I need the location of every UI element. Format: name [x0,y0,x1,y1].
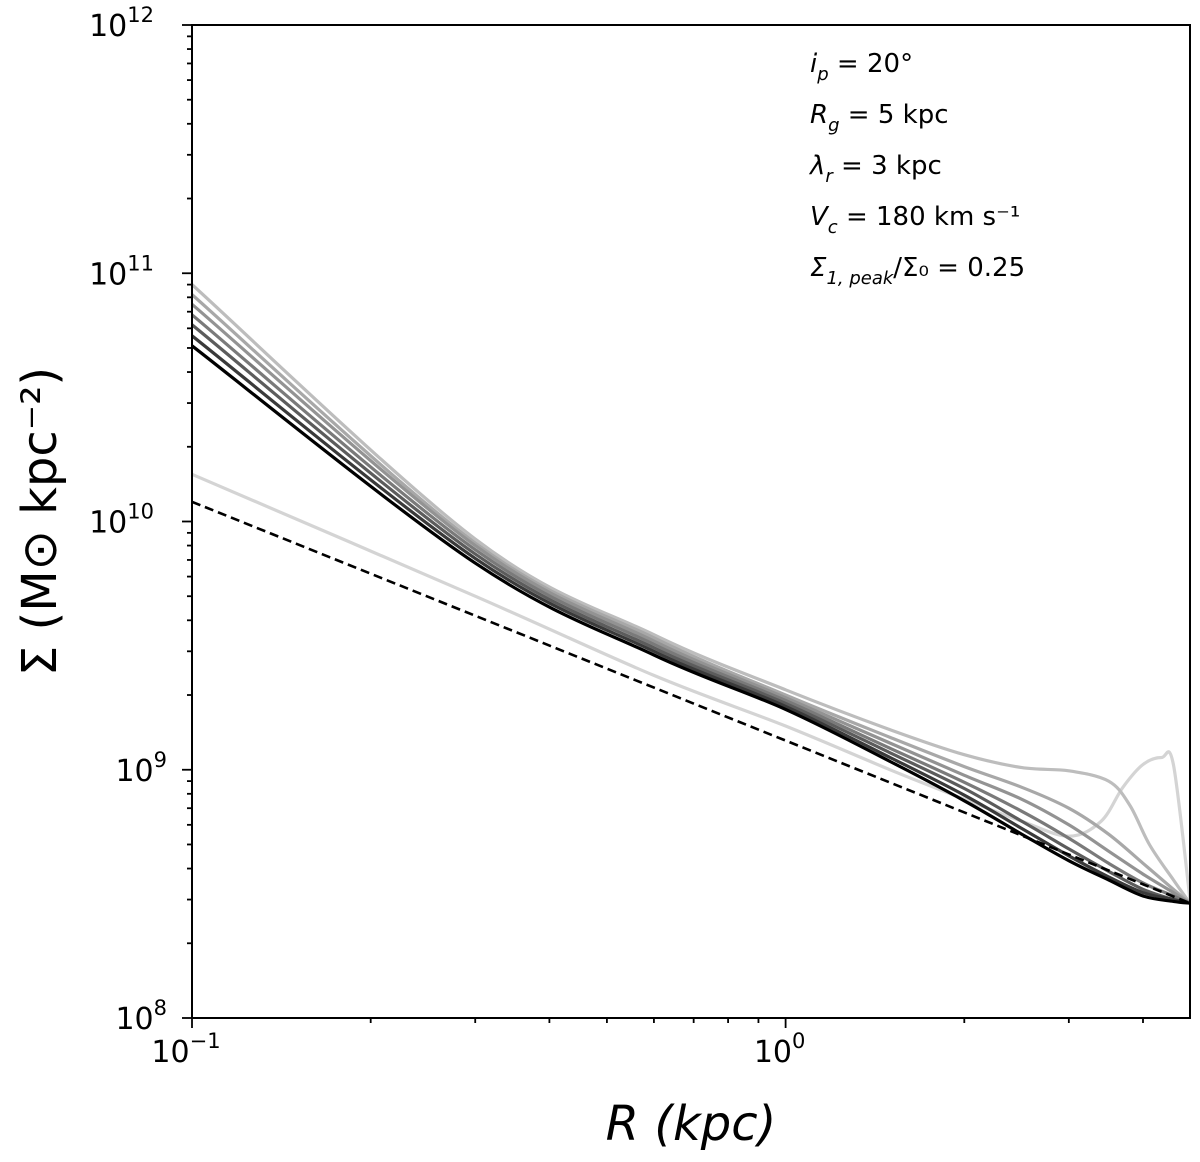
series-line-t4 [192,303,1190,905]
series-line-t8 [192,344,1190,905]
x-tick-label: 10−1 [151,1029,220,1070]
y-tick-label: 1012 [89,3,154,44]
plot-frame [191,24,1191,1019]
annotation-block: ip = 20° Rg = 5 kpc λr = 3 kpc Vc = 180 km … [808,49,1025,289]
annotation-line: Rg = 5 kpc [810,100,949,136]
y-tick-label: 109 [115,748,167,789]
x-axis-title: R (kpc) [606,1096,777,1152]
series-layer [192,283,1190,905]
y-tick-label: 108 [115,996,167,1037]
annotation-line: λr = 3 kpc [808,151,942,187]
series-line-t2 [192,283,1190,905]
x-tick-label: 100 [754,1029,806,1070]
annotation-line: Σ1, peak/Σ₀ = 0.25 [810,253,1025,289]
series-line-unperturbed [192,500,1190,905]
series-line-t7 [192,334,1190,905]
annotation-line: Vc = 180 km s⁻¹ [810,202,1020,238]
series-line-t1 [192,472,1190,900]
series-line-t6 [192,323,1190,905]
series-line-t3 [192,293,1190,905]
y-axis-title: Σ (M⊙ kpc⁻²) [12,367,68,676]
y-tick-label: 1010 [89,500,154,541]
ticks-layer: 108 109 1010 1011 1012 10−1 100 [89,3,1144,1070]
annotation-line: ip = 20° [810,49,913,85]
y-tick-label: 1011 [89,251,154,292]
series-line-t5 [192,313,1190,905]
